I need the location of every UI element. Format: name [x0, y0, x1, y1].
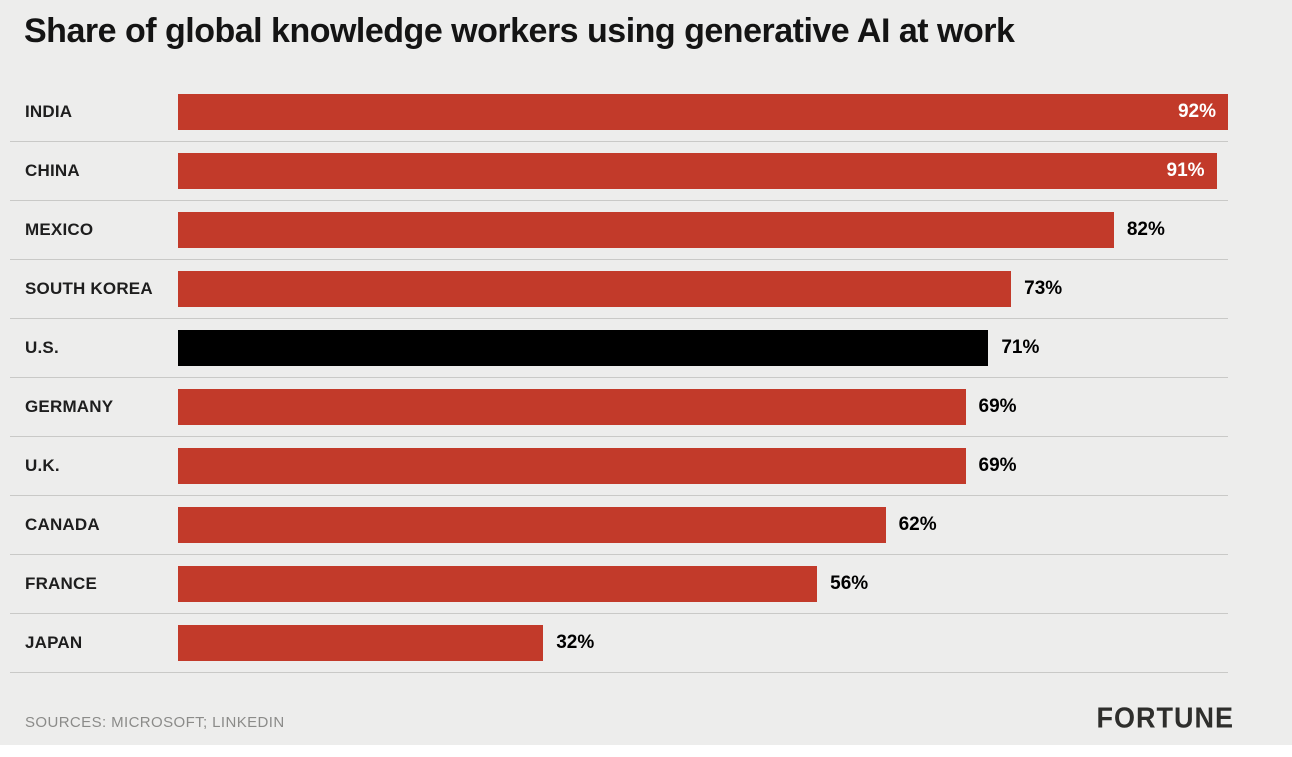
value-label: 82%: [1126, 219, 1165, 241]
chart-row: CHINA 91%: [10, 142, 1228, 202]
value-label: 69%: [978, 396, 1017, 418]
bar-track: 32%: [178, 625, 1228, 662]
page-bottom-gutter: [0, 745, 1292, 757]
bar: [178, 625, 544, 662]
bar: 91%: [178, 153, 1217, 190]
chart-row: U.S. 71%: [10, 319, 1228, 379]
value-label: 62%: [898, 514, 937, 536]
chart-row: U.K. 69%: [10, 437, 1228, 497]
chart-row: SOUTH KOREA 73%: [10, 260, 1228, 320]
value-label: 56%: [830, 573, 869, 595]
fortune-logo: FORTUNE: [1096, 702, 1234, 734]
bar-track: 71%: [178, 330, 1228, 367]
category-label: SOUTH KOREA: [25, 279, 153, 299]
bar-track: 82%: [178, 212, 1228, 249]
value-label: 73%: [1024, 278, 1063, 300]
value-label: 32%: [556, 632, 595, 654]
chart-row: CANADA 62%: [10, 496, 1228, 556]
bar-track: 69%: [178, 389, 1228, 426]
bar-chart: INDIA 92% CHINA 91% MEXICO 82% SOUTH KOREA 73% U…: [10, 83, 1228, 674]
category-label: MEXICO: [25, 220, 94, 240]
bar-track: 62%: [178, 507, 1228, 544]
bar: [178, 507, 886, 544]
category-label: GERMANY: [25, 397, 114, 417]
category-label: JAPAN: [25, 633, 83, 653]
category-label: U.S.: [25, 338, 59, 358]
bar: [178, 271, 1012, 308]
bar-track: 91%: [178, 153, 1228, 190]
bar: 92%: [178, 94, 1228, 131]
bar: [178, 448, 966, 485]
value-label: 91%: [1166, 160, 1205, 182]
chart-title: Share of global knowledge workers using …: [24, 12, 1015, 50]
chart-row: JAPAN 32%: [10, 614, 1228, 674]
chart-row: GERMANY 69%: [10, 378, 1228, 438]
value-label: 92%: [1177, 101, 1216, 123]
chart-row: FRANCE 56%: [10, 555, 1228, 615]
bar-track: 92%: [178, 94, 1228, 131]
category-label: U.K.: [25, 456, 60, 476]
value-label: 69%: [978, 455, 1017, 477]
category-label: FRANCE: [25, 574, 98, 594]
bar: [178, 566, 818, 603]
category-label: CANADA: [25, 515, 100, 535]
chart-row: MEXICO 82%: [10, 201, 1228, 261]
bar-track: 73%: [178, 271, 1228, 308]
chart-row: INDIA 92%: [10, 83, 1228, 143]
bar: [178, 389, 966, 426]
category-label: INDIA: [25, 102, 73, 122]
bar-track: 56%: [178, 566, 1228, 603]
value-label: 71%: [1001, 337, 1040, 359]
bar-track: 69%: [178, 448, 1228, 485]
chart-rows: INDIA 92% CHINA 91% MEXICO 82% SOUTH KOREA 73% U…: [10, 83, 1228, 674]
category-label: CHINA: [25, 161, 80, 181]
bar: [178, 330, 989, 367]
sources-note: SOURCES: MICROSOFT; LINKEDIN: [25, 714, 285, 731]
bar: [178, 212, 1114, 249]
